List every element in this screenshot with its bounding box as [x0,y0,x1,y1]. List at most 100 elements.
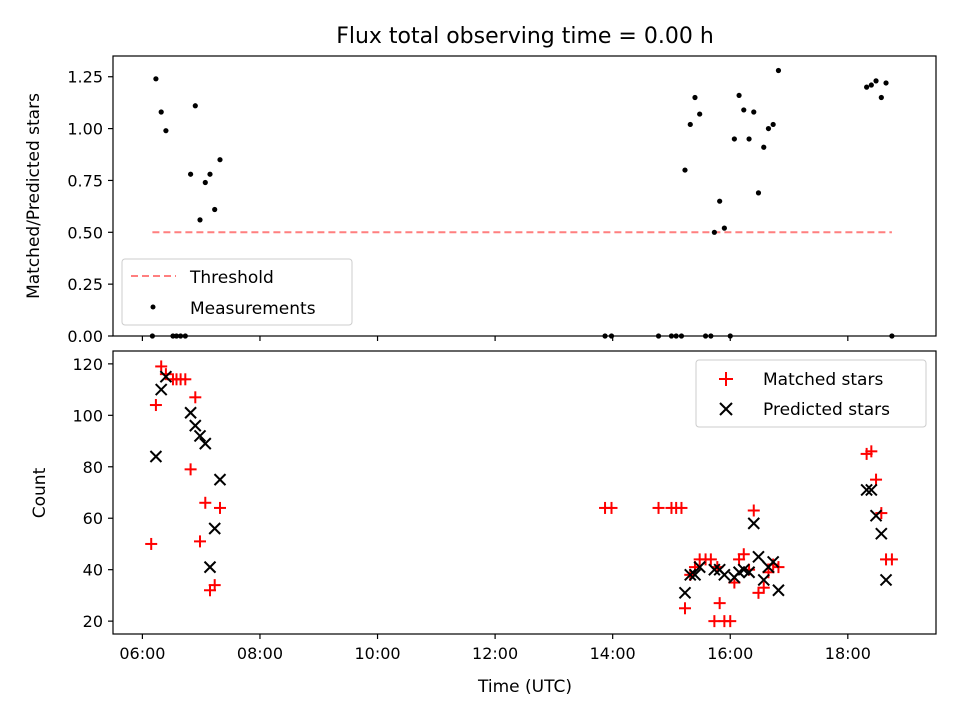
measurement-point [761,144,767,150]
measurement-point [873,78,879,84]
matched-star-point [757,581,770,594]
predicted-star-point [747,517,760,530]
legend-measurements-swatch [150,304,156,310]
measurement-point [727,333,733,339]
bottom-x-ticks: 06:00 08:00 10:00 12:00 14:00 16:00 18:00 [119,634,871,663]
predicted-star-point [678,586,692,600]
predicted-star-point [684,568,697,582]
legend-predicted-label: Predicted stars [763,400,890,420]
x-tick-label: 14:00 [590,644,636,663]
predicted-star-point [693,560,706,574]
y-tick-label: 20 [83,612,103,631]
matched-star-point [149,399,162,412]
measurement-point [608,333,615,339]
measurement-point [192,103,198,109]
y-tick-label: 40 [83,561,103,580]
matched-star-point [159,368,172,381]
legend-threshold-label: Threshold [189,268,274,288]
y-tick-label: 0.50 [67,223,103,242]
predicted-star-point [159,370,173,383]
measurement-point [711,229,717,235]
y-tick-label: 100 [72,406,103,425]
measurement-point [692,94,698,101]
matched-star-point [199,496,212,509]
matched-star-point [605,501,618,514]
measurement-point [153,76,159,82]
measurement-point [149,333,155,339]
legend-predicted-swatch [719,402,733,416]
bottom-panel-frame [112,350,937,635]
predicted-star-point [875,527,888,540]
predicted-star-point [708,563,721,576]
measurement-point [182,333,188,339]
chart-title: Flux total observing time = 0.00 h [336,24,714,49]
predicted-star-point [869,509,883,522]
measurement-point [668,333,675,339]
y-tick-label: 120 [72,355,103,374]
y-tick-label: 1.00 [67,120,103,139]
matched-star-point [652,501,665,514]
predicted-star-point [149,450,163,463]
measurement-point [765,125,772,132]
legend-matched-swatch [719,372,733,386]
measurement-point [702,333,709,339]
bottom-y-axis-label: Count [30,467,50,518]
predicted-star-point [213,473,227,486]
x-tick-label: 06:00 [119,644,165,663]
measurement-point [770,121,776,128]
matched-star-point [208,579,221,592]
predicted-star-point [879,573,893,587]
bottom-legend-box [695,359,927,428]
top-x-ticks [141,336,849,341]
predicted-star-point [154,383,168,396]
measurement-point [178,333,184,339]
x-tick-label: 10:00 [354,644,400,663]
measurement-point [741,107,747,113]
matched-star-point [870,473,883,486]
measurement-point [197,217,203,223]
measurement-point [717,198,723,204]
measurement-point [864,84,870,90]
measurement-point [687,121,693,128]
legend-matched-label: Matched stars [763,370,883,390]
top-panel-frame [112,55,937,337]
measurement-point [163,128,169,134]
bottom-y-ticks: 20 40 60 80 100 120 [72,355,113,631]
top-legend: Threshold Measurements [121,258,353,326]
measurement-point [878,94,884,101]
legend-measurements-label: Measurements [190,299,316,319]
matched-star-point [179,373,192,386]
predicted-star-point [752,550,765,564]
matched-star-point [184,463,197,476]
measurement-point [678,333,685,339]
matched-star-point [752,586,765,599]
top-legend-box [121,258,353,326]
measurement-point [602,333,608,339]
predicted-star-point [199,437,212,450]
predicted-star-point [860,483,873,497]
y-tick-label: 1.25 [67,68,103,87]
matched-star-point [155,360,168,373]
measurement-point [868,82,874,88]
measurement-point [655,333,662,339]
measurement-point [217,157,223,163]
matched-star-point [747,504,760,517]
x-tick-label: 16:00 [707,644,753,663]
top-y-ticks: 0.00 0.25 0.50 0.75 1.00 1.25 [67,68,113,346]
predicted-star-point [742,566,756,579]
top-plot-marks [149,67,895,339]
matched-star-point [885,553,898,566]
matched-star-point [213,501,226,514]
x-axis-label: Time (UTC) [477,677,572,697]
measurement-point [202,179,208,186]
x-tick-label: 08:00 [237,644,283,663]
measurement-point [708,333,714,339]
measurement-point [212,206,218,213]
measurement-point [721,225,727,231]
predicted-star-point [189,419,202,432]
measurement-point [755,190,762,196]
matched-star-point [865,445,878,458]
y-tick-label: 0.75 [67,171,103,190]
matched-star-point [704,553,717,566]
